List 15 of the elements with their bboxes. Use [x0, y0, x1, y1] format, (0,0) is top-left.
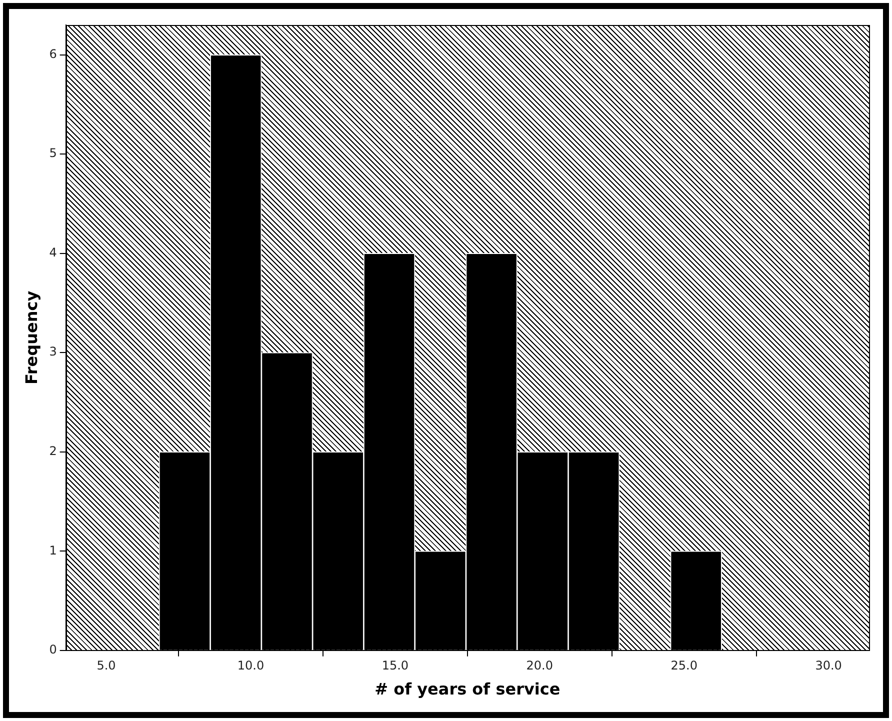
y-tick-label: 5: [49, 146, 57, 160]
x-tick-label: 25.0: [670, 658, 698, 673]
y-axis-title: Frequency: [22, 290, 41, 385]
x-tick-label: 5.0: [96, 658, 116, 673]
y-tick-label: 1: [49, 543, 57, 558]
x-tick-label: 30.0: [815, 658, 842, 673]
x-tick-label: 10.0: [237, 658, 264, 673]
y-tick-label: 2: [49, 444, 57, 458]
y-tick-label: 4: [49, 245, 57, 260]
y-tick-label: 3: [49, 344, 57, 359]
x-tick-label: 20.0: [526, 658, 554, 673]
y-tick-label: 6: [49, 46, 57, 61]
y-tick-label: 0: [49, 642, 57, 657]
x-axis-title: # of years of service: [374, 680, 560, 699]
x-tick-label: 15.0: [382, 658, 409, 673]
